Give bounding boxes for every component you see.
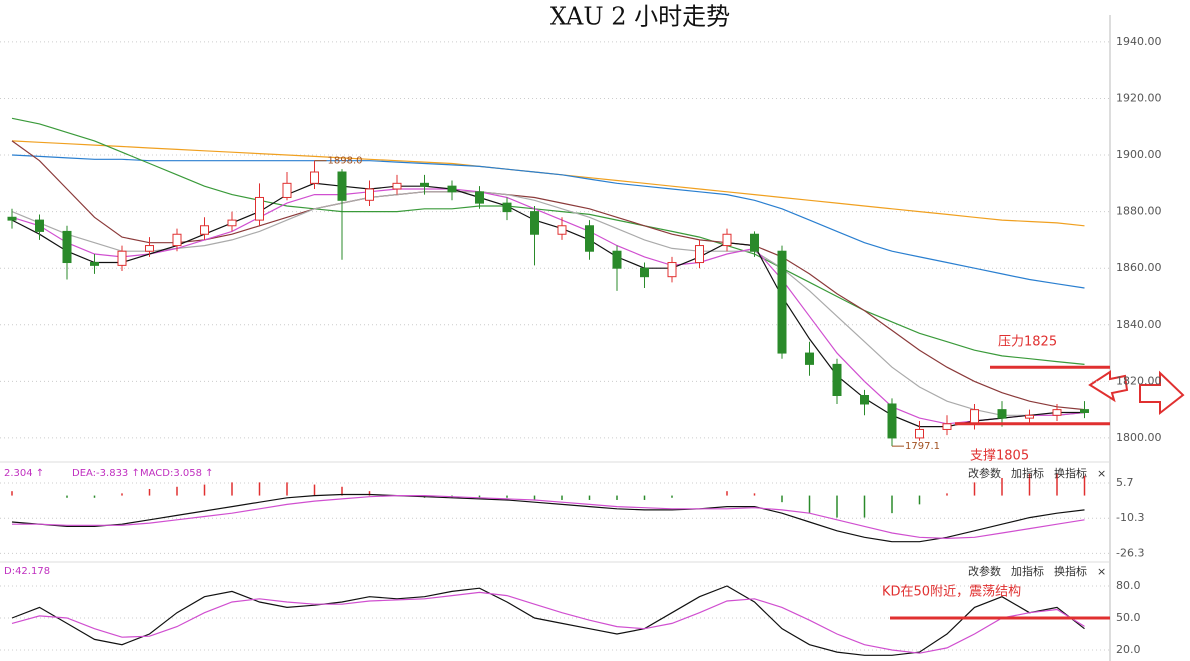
y-tick-label: 1840.00 (1116, 318, 1162, 331)
y-tick-label: 50.0 (1116, 611, 1141, 624)
candle-body (62, 230, 72, 264)
line (11, 191, 1085, 416)
candle-body (90, 262, 99, 266)
candle-body (887, 403, 897, 439)
toolbar-button[interactable]: 换指标 (1054, 564, 1087, 578)
candle-body (777, 250, 787, 354)
toolbar-button[interactable]: 加指标 (1011, 564, 1044, 578)
y-tick-label: 80.0 (1116, 579, 1141, 592)
annotation-text: 压力1825 (998, 335, 1057, 350)
y-tick-label: 1900.00 (1116, 148, 1162, 161)
candle-body (722, 233, 732, 247)
toolbar-button[interactable]: 改参数 (968, 564, 1001, 578)
y-tick-label: 5.7 (1116, 476, 1134, 489)
arrow-icon (1088, 370, 1129, 403)
high-label: 1898.0 (328, 156, 363, 167)
candle-body (530, 211, 539, 235)
candle-body (832, 363, 842, 396)
candle-body (145, 245, 154, 252)
y-tick-label: 1920.00 (1116, 91, 1162, 104)
candle-body (557, 225, 567, 235)
candle-body (337, 171, 347, 201)
candle-body (392, 182, 402, 190)
toolbar-button[interactable]: × (1097, 565, 1106, 578)
indicator-value: DEA:-3.833 ↑ (72, 468, 140, 479)
candle-body (200, 225, 209, 235)
candle-body (750, 233, 759, 252)
candle-body (227, 219, 237, 227)
line (12, 495, 1085, 540)
toolbar-button[interactable]: 加指标 (1011, 466, 1044, 480)
line (11, 591, 1085, 654)
toolbar-button[interactable]: × (1097, 467, 1106, 480)
indicator-value: MACD:3.058 ↑ (140, 468, 214, 479)
y-tick-label: 20.0 (1116, 643, 1141, 656)
candle-body (502, 202, 512, 213)
candle-body (420, 182, 429, 187)
candle-body (612, 250, 622, 269)
candle-body (7, 216, 17, 221)
line (11, 585, 1085, 656)
candle-body (640, 267, 649, 278)
candle-body (172, 233, 182, 247)
y-tick-label: 1820.00 (1116, 374, 1162, 387)
candle-body (35, 219, 44, 232)
y-tick-label: -26.3 (1116, 546, 1144, 559)
candle-body (282, 182, 292, 198)
y-tick-label: 1880.00 (1116, 205, 1162, 218)
candle-body (860, 394, 869, 405)
candle-body (1052, 409, 1062, 416)
candle-body (1080, 409, 1089, 413)
candle-body (475, 191, 484, 204)
annotation-text: 支撑1805 (970, 448, 1029, 463)
y-tick-label: 1860.00 (1116, 261, 1162, 274)
candle-body (970, 409, 979, 425)
line (11, 493, 1085, 543)
candle-body (117, 250, 127, 266)
y-tick-label: 1940.00 (1116, 35, 1162, 48)
candle-body (695, 245, 704, 264)
low-label: 1797.1 (905, 441, 940, 452)
y-tick-label: 1800.00 (1116, 431, 1162, 444)
indicator-value: 2.304 ↑ (4, 468, 44, 479)
candle-body (365, 188, 374, 201)
line (11, 182, 1085, 428)
line (11, 117, 1085, 365)
line (11, 154, 1085, 289)
candle-body (915, 428, 924, 439)
line (11, 188, 1085, 425)
annotation-text: KD在50附近，震荡结构 (882, 585, 1021, 600)
toolbar-button[interactable]: 改参数 (968, 466, 1001, 480)
arrow-icon (1139, 370, 1185, 416)
candle-body (997, 409, 1007, 419)
candle-body (667, 262, 677, 278)
chart-title: XAU 2 小时走势 (550, 3, 730, 31)
candle-body (255, 196, 264, 221)
candle-body (942, 423, 952, 430)
indicator-value: D:42.178 (4, 566, 50, 577)
candle-body (805, 352, 814, 365)
toolbar-button[interactable]: 换指标 (1054, 466, 1087, 480)
candle-body (1025, 414, 1034, 419)
candle-body (447, 185, 457, 193)
candle-body (585, 225, 594, 252)
candle-body (310, 171, 319, 184)
line (11, 140, 1085, 411)
y-tick-label: -10.3 (1116, 511, 1144, 524)
